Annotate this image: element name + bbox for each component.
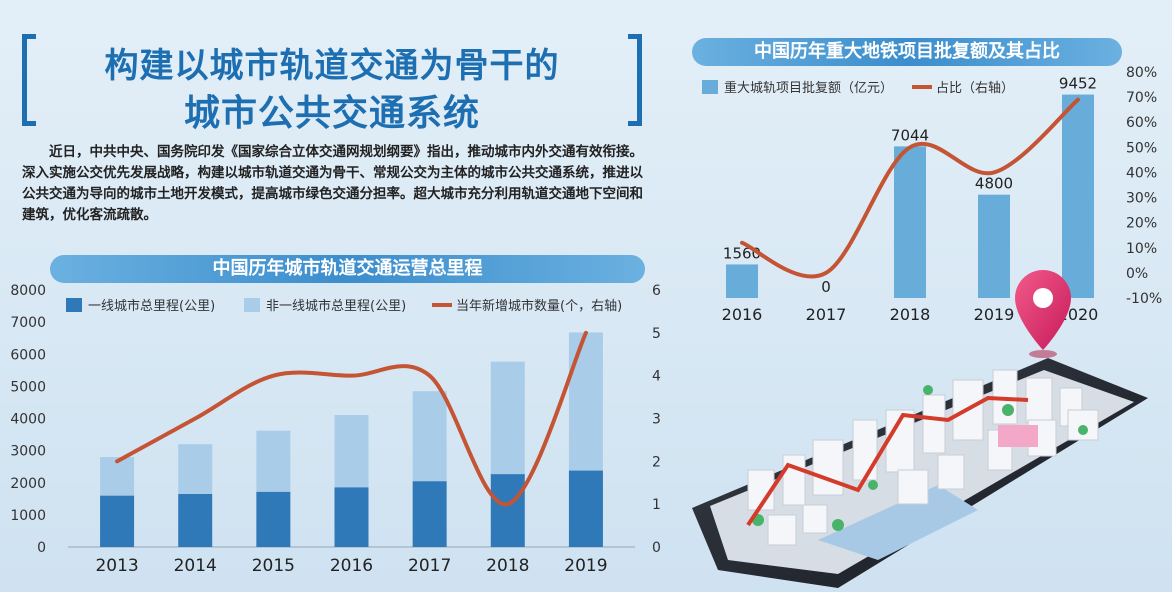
x-tick-label: 2019 [974,305,1015,324]
bar-first-tier [256,491,291,547]
bar-data-label: 9452 [1059,75,1097,93]
y-right-tick-label: 60% [1126,115,1157,131]
y-left-tick-label: 8000 [10,283,46,299]
y-left-tick-label: 0 [37,540,46,556]
legend-label-first-tier: 一线城市总里程(公里) [88,298,215,314]
y-right-tick-label: 70% [1126,90,1157,106]
y-right-tick-label: 20% [1126,216,1157,232]
x-tick-label: 2017 [806,305,847,324]
legend-label-share: 占比（右轴） [936,81,1014,96]
y-right-tick-label: -10% [1126,291,1162,307]
bar-non-first-tier [178,444,213,494]
y-right-tick-label: 6 [652,283,661,299]
bar-non-first-tier [256,430,291,492]
bar-data-label: 7044 [891,126,929,144]
y-left-tick-label: 7000 [10,315,46,331]
left-bracket [22,34,36,126]
y-left-tick-label: 2000 [10,476,46,492]
y-left-tick-label: 5000 [10,379,46,395]
y-left-tick-label: 6000 [10,347,46,363]
bar-approval [726,264,758,298]
new-cities-line [115,330,588,507]
bar-non-first-tier [412,391,447,482]
y-right-tick-label: 4 [652,369,661,385]
bar-non-first-tier [334,414,369,488]
bar-data-label: 1560 [723,244,761,262]
x-tick-label: 2016 [330,556,373,576]
city-map-phone-illustration [692,270,1148,588]
legend-swatch-approval [702,80,718,94]
y-right-tick-label: 30% [1126,191,1157,207]
chart2-title: 中国历年重大地铁项目批复额及其占比 [692,38,1122,66]
x-tick-label: 2015 [252,556,295,576]
y-left-tick-label: 1000 [10,508,46,524]
x-tick-label: 2018 [890,305,931,324]
bar-approval [894,146,926,298]
y-right-tick-label: 0% [1126,266,1148,282]
bar-first-tier [490,474,525,547]
x-tick-label: 2019 [564,556,607,576]
bar-approval [978,194,1010,298]
x-tick-label: 2013 [95,556,138,576]
bar-first-tier [334,487,369,547]
page-title-line2: 城市公共交通系统 [183,93,480,134]
y-left-tick-label: 4000 [10,412,46,428]
share-line [740,97,1080,279]
x-tick-label: 2017 [408,556,451,576]
y-right-tick-label: 2 [652,454,661,470]
x-tick-label: 2014 [174,556,217,576]
title-block: 构建以城市轨道交通为骨干的 城市公共交通系统 [22,34,642,134]
bar-non-first-tier [568,332,603,471]
bar-data-label: 0 [821,278,831,296]
intro-paragraph: 近日，中共中央、国务院印发《国家综合立体交通网规划纲要》指出，推动城市内外交通有… [22,144,643,223]
y-left-tick-label: 3000 [10,444,46,460]
x-tick-label: 2018 [486,556,529,576]
bar-first-tier [412,481,447,547]
y-right-tick-label: 40% [1126,165,1157,181]
bar-first-tier [568,470,603,547]
y-right-tick-label: 5 [652,326,661,342]
legend-label-new-cities: 当年新增城市数量(个，右轴) [456,298,622,314]
bar-approval [1062,94,1094,299]
approval-chart: 80% 70% 60% 50% 40% 30% 20% 10% 0% -10% 1560 2016 0 2… [702,66,1162,324]
page-title-line1: 构建以城市轨道交通为骨干的 [104,46,560,86]
mileage-chart: 0 1000 2000 3000 4000 5000 6000 7000 8000 0 1 2 3 4 5 6… [10,283,661,576]
legend-label-non-first-tier: 非一线城市总里程(公里) [266,298,406,314]
right-bracket [628,34,642,126]
legend-swatch-first-tier [66,298,82,312]
legend-swatch-non-first-tier [244,298,260,312]
bar-first-tier [100,495,135,547]
y-right-tick-label: 80% [1126,66,1157,81]
bar-non-first-tier [490,361,525,475]
y-right-tick-label: 50% [1126,140,1157,156]
y-right-tick-label: 10% [1126,241,1157,257]
chart1-title: 中国历年城市轨道交通运营总里程 [50,255,645,283]
bar-non-first-tier [100,457,135,496]
legend-label-approval: 重大城轨项目批复额（亿元） [724,80,893,96]
x-tick-label: 2016 [722,305,763,324]
bar-data-label: 4800 [975,175,1013,193]
y-right-tick-label: 3 [652,412,661,428]
bar-first-tier [178,493,213,547]
y-right-tick-label: 1 [652,497,661,513]
y-right-tick-label: 0 [652,540,661,556]
